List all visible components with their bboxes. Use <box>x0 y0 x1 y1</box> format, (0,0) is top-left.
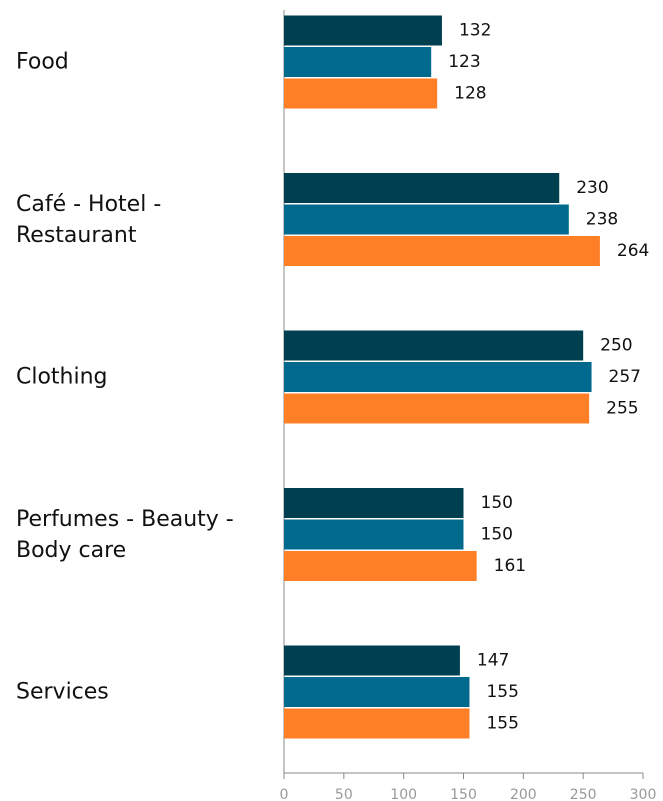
bar <box>284 519 464 550</box>
bar <box>284 645 460 676</box>
category-label: Perfumes - Beauty - Body care <box>16 506 234 563</box>
category-label: Services <box>16 679 109 705</box>
value-label: 264 <box>617 241 649 261</box>
bar <box>284 488 464 518</box>
value-label: 128 <box>454 84 486 104</box>
x-tick-label: 250 <box>570 787 597 801</box>
bar <box>284 362 592 392</box>
value-label: 255 <box>606 399 638 419</box>
x-tick-label: 100 <box>390 787 417 801</box>
value-label: 250 <box>600 336 632 356</box>
bar <box>284 393 590 424</box>
bar <box>284 551 477 581</box>
value-label: 123 <box>448 52 480 72</box>
category-label: Food <box>16 49 69 75</box>
value-label: 150 <box>481 493 513 513</box>
bar <box>284 15 442 46</box>
bar <box>284 204 569 235</box>
bar <box>284 78 438 109</box>
bar <box>284 677 470 707</box>
bar <box>284 330 584 361</box>
category-label: Clothing <box>16 364 108 390</box>
value-label: 132 <box>459 21 491 41</box>
category-label: Café - Hotel - Restaurant <box>16 191 162 248</box>
x-tick-label: 300 <box>630 787 657 801</box>
x-tick-label: 200 <box>510 787 537 801</box>
value-label: 257 <box>609 367 641 387</box>
value-label: 161 <box>494 556 526 576</box>
bar <box>284 236 600 266</box>
value-label: 230 <box>576 178 608 198</box>
value-label: 155 <box>486 682 518 702</box>
x-tick-label: 50 <box>335 787 353 801</box>
value-label: 238 <box>586 210 618 230</box>
value-label: 150 <box>481 525 513 545</box>
bar <box>284 708 470 739</box>
value-label: 147 <box>477 651 509 671</box>
x-tick-label: 0 <box>280 787 289 801</box>
value-label: 155 <box>486 714 518 734</box>
bar <box>284 47 432 77</box>
bar <box>284 173 560 203</box>
x-tick-label: 150 <box>450 787 477 801</box>
